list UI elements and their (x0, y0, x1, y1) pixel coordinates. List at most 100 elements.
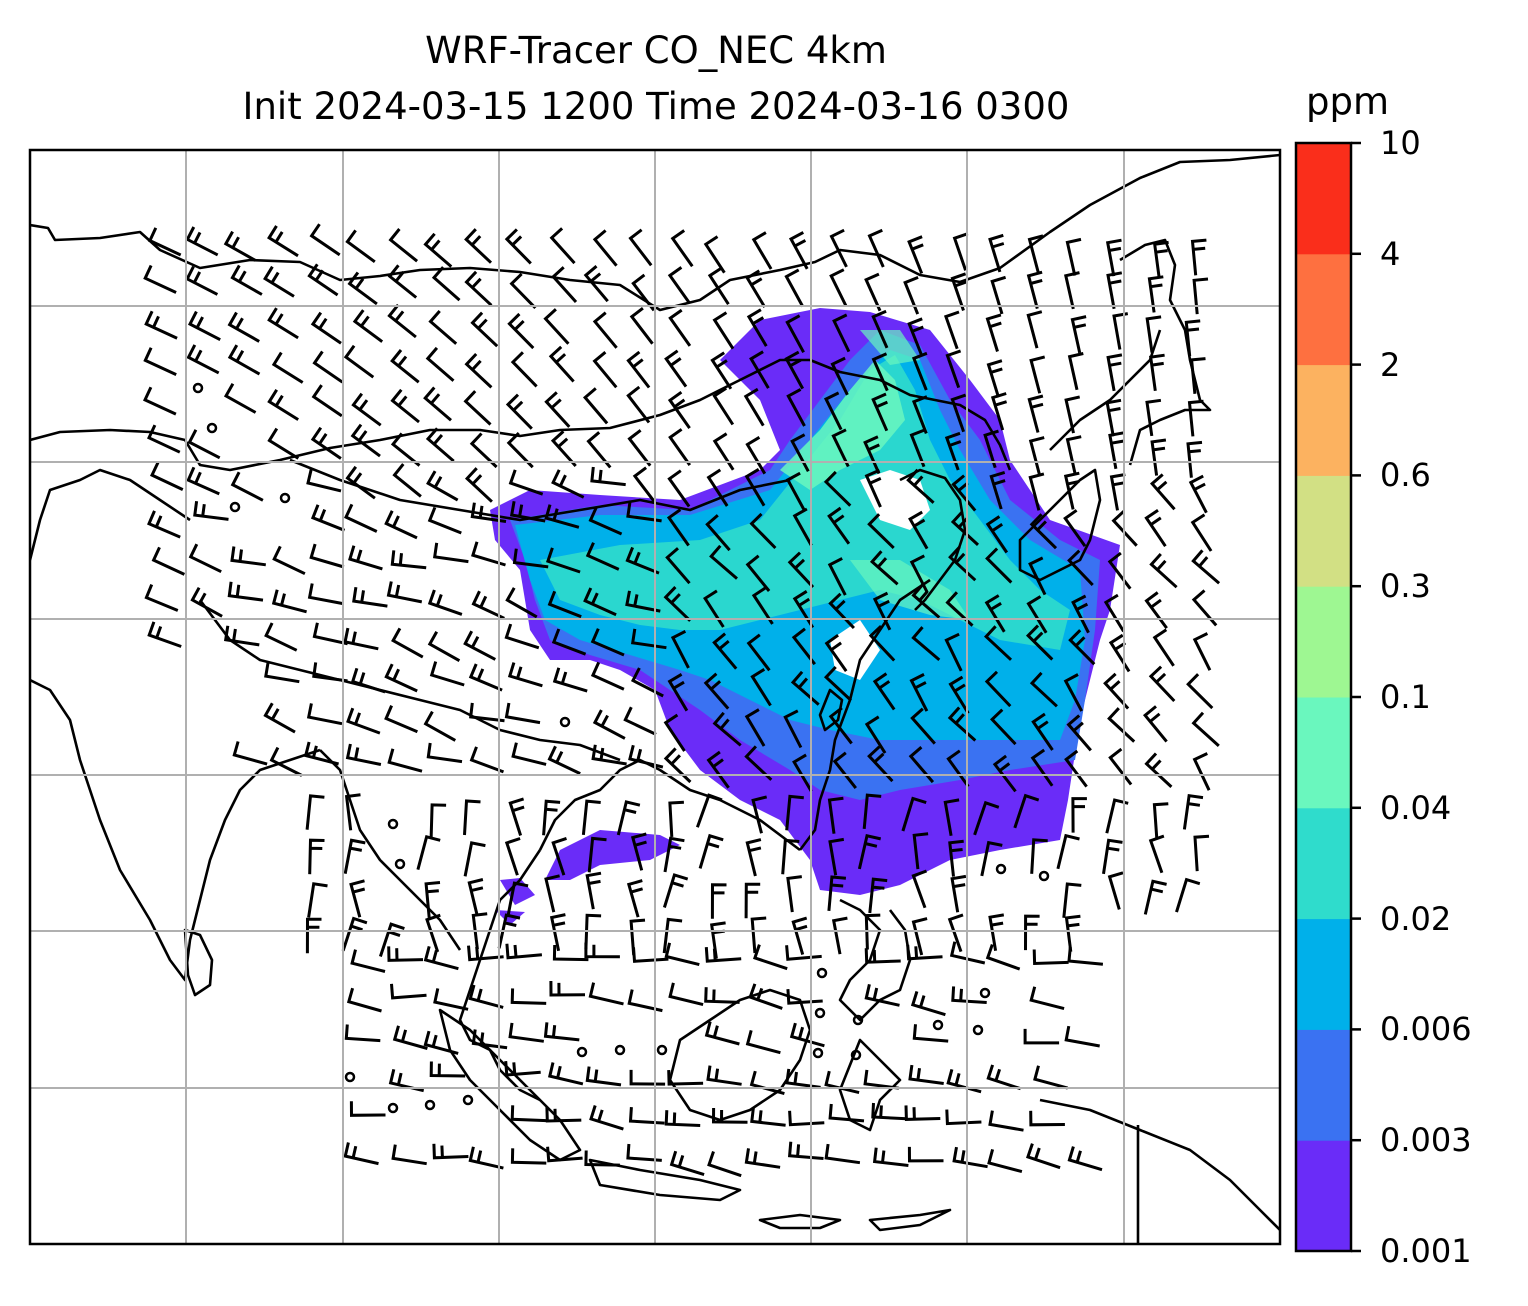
wind-barb (823, 470, 852, 507)
wind-barb (263, 265, 295, 298)
wind-barb (350, 949, 386, 973)
wind-barb (590, 661, 625, 691)
wind-barb (908, 510, 929, 550)
coast-central-asia (30, 468, 191, 561)
wind-barb (904, 1105, 941, 1121)
wind-barb (223, 230, 257, 262)
wind-barb (626, 1143, 662, 1162)
wind-barb (662, 873, 689, 908)
wind-barb (1030, 748, 1054, 787)
wind-barb (864, 913, 881, 950)
wind-barb (827, 796, 844, 834)
wind-barb (868, 625, 896, 662)
wind-barb (1188, 474, 1208, 514)
wind-barb (543, 308, 570, 345)
wind-barb (193, 501, 229, 521)
wind-barb (827, 506, 851, 545)
wind-barb (871, 1102, 907, 1121)
wind-barb (427, 589, 463, 616)
wind-barb (828, 837, 845, 876)
wind-barb (792, 753, 813, 793)
wind-barb (305, 794, 325, 830)
wind-barb (343, 838, 366, 874)
wind-barb (388, 228, 419, 263)
wind-barb (990, 392, 1008, 431)
wind-barb (1064, 914, 1081, 952)
wind-barb (710, 351, 733, 390)
wind-barb (746, 633, 771, 672)
wind-barb (1064, 395, 1081, 434)
wind-barb (872, 672, 896, 711)
wind-barb (223, 625, 260, 647)
wind-barb (632, 466, 657, 505)
wind-barb (583, 587, 617, 617)
wind-barb (827, 557, 847, 596)
wind-barb (746, 308, 768, 347)
wind-barb (788, 231, 809, 270)
wind-barb (1184, 319, 1201, 357)
wind-barb (312, 350, 344, 384)
wind-barb (988, 1110, 1024, 1132)
wind-barb (1062, 882, 1082, 918)
wind-barb (432, 1143, 469, 1160)
wind-barb (1102, 838, 1123, 875)
wind-barb (1026, 595, 1048, 634)
colorbar-tick-label: 10 (1380, 124, 1421, 162)
wind-barb (423, 1030, 459, 1055)
wind-barb (667, 1070, 704, 1086)
wind-barb (426, 742, 463, 764)
wind-barb (307, 263, 339, 297)
wind-barb (670, 229, 694, 268)
wind-barb (907, 1146, 944, 1163)
wind-barb (748, 983, 783, 1010)
wind-barb (350, 667, 386, 694)
colorbar-segment (1296, 697, 1351, 809)
wind-barb (549, 980, 586, 997)
wind-barb (149, 461, 184, 491)
wind-barb (625, 546, 660, 575)
wind-barb (945, 1109, 982, 1126)
wind-barb (264, 622, 298, 652)
wind-barb (785, 794, 804, 831)
colorbar (1296, 143, 1351, 1252)
wind-barb (345, 229, 376, 264)
wind-barb (507, 662, 543, 688)
wind-barb (1064, 1025, 1100, 1048)
colorbar-tick-label: 0.3 (1380, 567, 1431, 606)
wind-barb (626, 502, 662, 523)
wind-barb (973, 800, 1000, 836)
wind-barb (387, 264, 418, 299)
wind-barb (390, 388, 420, 424)
wind-barb (745, 838, 762, 877)
wind-barb (744, 882, 761, 919)
wind-barb (867, 745, 894, 783)
wind-barb (509, 272, 537, 310)
wind-barb (1026, 270, 1043, 309)
wind-barb (787, 1141, 824, 1160)
wind-barb (546, 1146, 583, 1163)
wind-barb (428, 310, 458, 345)
wind-barb (749, 512, 777, 550)
wind-barb (504, 837, 521, 876)
wind-barb (872, 1147, 909, 1167)
colorbar-segment (1296, 364, 1351, 476)
wind-barb (630, 832, 647, 871)
wind-barb (1064, 749, 1088, 788)
colorbar-segment (1296, 586, 1351, 698)
wind-barb (310, 311, 342, 345)
wind-barb (749, 1070, 785, 1096)
wind-barb (544, 391, 571, 428)
wind-barb (227, 581, 264, 602)
wind-barb (547, 590, 582, 619)
calm-wind-circle (229, 501, 241, 513)
colorbar-tick-label: 0.04 (1380, 788, 1452, 827)
wind-barb (1029, 986, 1065, 1011)
wind-barb (227, 344, 261, 376)
wind-barb (988, 233, 1005, 273)
wind-barb (471, 1029, 508, 1050)
wind-barb (944, 431, 962, 471)
wind-barb (750, 916, 767, 954)
calm-wind-circle (932, 1019, 944, 1031)
wind-barb (626, 385, 651, 424)
wind-barb (787, 551, 815, 589)
